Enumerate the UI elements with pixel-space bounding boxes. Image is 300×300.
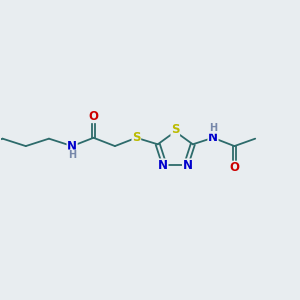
Text: H: H [209,123,217,133]
Text: N: N [67,140,77,153]
Text: O: O [230,161,239,174]
Text: S: S [132,131,141,144]
Text: H: H [68,150,76,160]
Text: N: N [208,131,218,144]
Text: S: S [171,123,179,136]
Text: O: O [88,110,98,123]
Text: N: N [183,159,193,172]
Text: N: N [158,159,168,172]
